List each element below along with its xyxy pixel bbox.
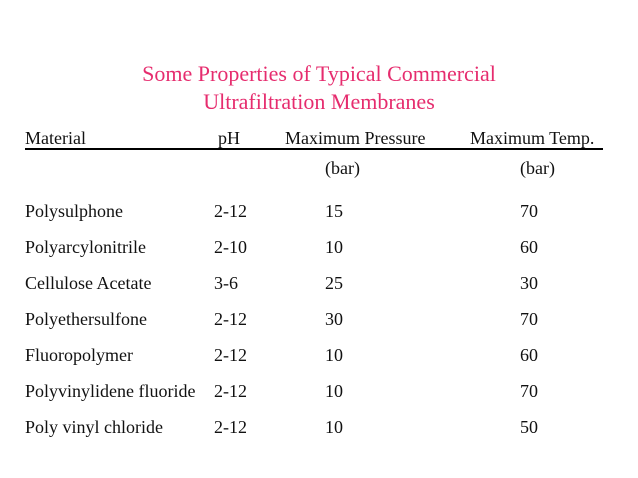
cell-temp: 50 xyxy=(520,417,538,437)
table-header-row: Material pH Maximum Pressure Maximum Tem… xyxy=(25,128,603,150)
cell-ph: 2-12 xyxy=(214,381,247,401)
table-row: Polyvinylidene fluoride 2-12 10 70 xyxy=(0,381,638,417)
cell-temp: 70 xyxy=(520,201,538,221)
cell-temp: 60 xyxy=(520,237,538,257)
cell-ph: 2-12 xyxy=(214,201,247,221)
cell-pressure: 10 xyxy=(325,381,343,401)
table-subheader-row: (bar) (bar) xyxy=(0,158,638,182)
slide-title-line2: Ultrafiltration Membranes xyxy=(203,89,435,114)
cell-temp: 70 xyxy=(520,309,538,329)
table-row: Polyarcylonitrile 2-10 10 60 xyxy=(0,237,638,273)
cell-material: Poly vinyl chloride xyxy=(25,417,163,437)
table-row: Cellulose Acetate 3-6 25 30 xyxy=(0,273,638,309)
table-row: Polyethersulfone 2-12 30 70 xyxy=(0,309,638,345)
table-row: Fluoropolymer 2-12 10 60 xyxy=(0,345,638,381)
header-material: Material xyxy=(25,128,86,148)
cell-material: Fluoropolymer xyxy=(25,345,133,365)
cell-material: Polysulphone xyxy=(25,201,124,221)
cell-ph: 2-12 xyxy=(214,345,247,365)
header-max-temp: Maximum Temp. xyxy=(470,128,595,148)
cell-temp: 70 xyxy=(520,381,538,401)
cell-pressure: 10 xyxy=(325,417,343,437)
cell-material: Cellulose Acetate xyxy=(25,273,152,293)
cell-ph: 2-10 xyxy=(214,237,247,257)
cell-pressure: 30 xyxy=(325,309,343,329)
cell-pressure: 10 xyxy=(325,237,343,257)
slide-title-line1: Some Properties of Typical Commercial xyxy=(142,61,496,86)
cell-temp: 30 xyxy=(520,273,538,293)
temp-unit-label: (bar) xyxy=(520,158,555,178)
cell-material: Polyarcylonitrile xyxy=(25,237,146,257)
cell-temp: 60 xyxy=(520,345,538,365)
table-row: Poly vinyl chloride 2-12 10 50 xyxy=(0,417,638,453)
cell-pressure: 25 xyxy=(325,273,343,293)
cell-pressure: 15 xyxy=(325,201,343,221)
cell-ph: 2-12 xyxy=(214,417,247,437)
pressure-unit-label: (bar) xyxy=(325,158,360,178)
header-ph: pH xyxy=(218,128,240,148)
table-body: Polysulphone 2-12 15 70 Polyarcylonitril… xyxy=(0,201,638,453)
cell-material: Polyethersulfone xyxy=(25,309,147,329)
slide-title: Some Properties of Typical Commercial Ul… xyxy=(0,60,638,116)
cell-pressure: 10 xyxy=(325,345,343,365)
table-row: Polysulphone 2-12 15 70 xyxy=(0,201,638,237)
cell-ph: 2-12 xyxy=(214,309,247,329)
cell-material: Polyvinylidene fluoride xyxy=(25,381,196,401)
header-max-pressure: Maximum Pressure xyxy=(285,128,426,148)
cell-ph: 3-6 xyxy=(214,273,238,293)
